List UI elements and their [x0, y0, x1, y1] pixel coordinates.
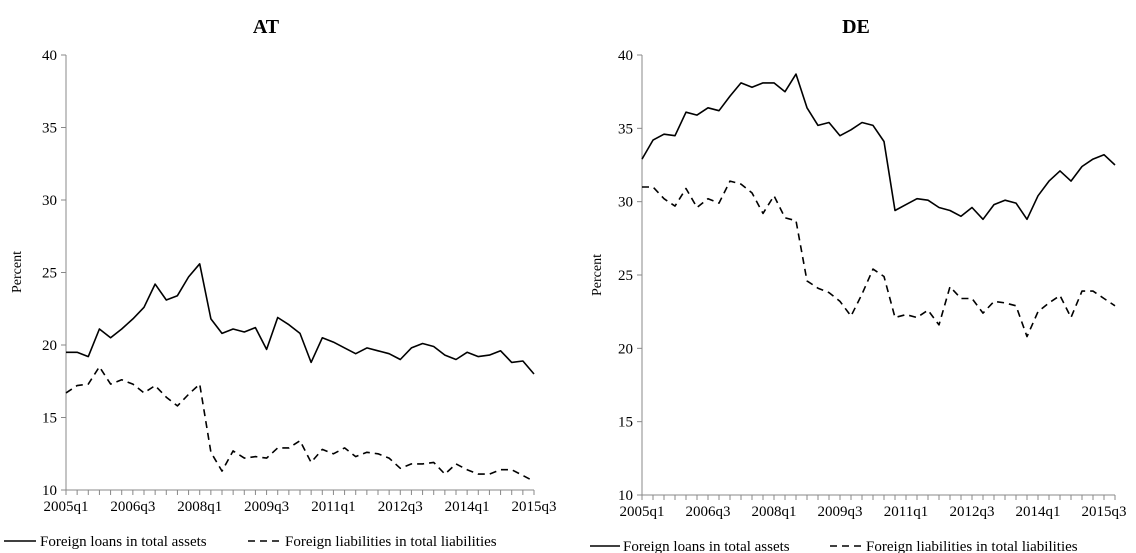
x-tick-label: 2015q3	[1082, 504, 1127, 520]
x-tick-label: 2009q3	[244, 499, 289, 515]
series-line-foreign-loans	[66, 262, 535, 375]
y-ticks: 10 15 20 25 30 35 40	[42, 48, 66, 499]
x-tick-label: 2015q3	[512, 499, 557, 515]
y-tick-label: 15	[42, 411, 57, 427]
y-tick-label: 30	[618, 195, 633, 211]
y-ticks: 10 15 20 25 30 35 40	[618, 48, 642, 504]
legend-label: Foreign liabilities in total liabilities	[866, 539, 1078, 553]
x-tick-label: 2012q3	[378, 499, 423, 515]
axes	[641, 55, 1115, 496]
axes	[65, 55, 534, 491]
y-tick-label: 15	[618, 415, 633, 431]
series-lines	[65, 262, 535, 483]
x-tick-label: 2006q3	[110, 499, 155, 515]
legend-label: Foreign loans in total assets	[623, 539, 790, 553]
x-tick-label: 2005q1	[620, 504, 665, 520]
chart-title: DE	[842, 16, 870, 38]
y-tick-label: 25	[42, 266, 57, 282]
y-tick-label: 10	[42, 483, 57, 499]
y-tick-label: 25	[618, 268, 633, 284]
legend: Foreign loans in total assets Foreign li…	[4, 534, 497, 550]
x-tick-label: 2006q3	[686, 504, 731, 520]
x-ticks: 2005q1 2006q3 2008q1 2009q3 2011q1 2012q3 2014…	[44, 490, 557, 515]
x-tick-label: 2011q1	[884, 504, 928, 520]
y-tick-label: 40	[618, 48, 633, 64]
x-tick-label: 2012q3	[950, 504, 995, 520]
y-tick-label: 35	[42, 121, 57, 137]
x-tick-label: 2011q1	[311, 499, 355, 515]
legend-label: Foreign liabilities in total liabilities	[285, 534, 497, 550]
y-tick-label: 35	[618, 121, 633, 137]
x-tick-label: 2008q1	[177, 499, 222, 515]
y-tick-label: 20	[42, 338, 57, 354]
y-tick-label: 10	[618, 488, 633, 504]
x-tick-label: 2005q1	[44, 499, 89, 515]
x-tick-label: 2008q1	[752, 504, 797, 520]
y-axis-label: Percent	[590, 254, 605, 296]
series-line-foreign-liabilities	[642, 180, 1116, 338]
legend-label: Foreign loans in total assets	[40, 534, 207, 550]
x-tick-label: 2014q1	[1016, 504, 1061, 520]
legend: Foreign loans in total assets Foreign li…	[590, 539, 1078, 553]
x-ticks: 2005q1 2006q3 2008q1 2009q3 2011q1 2012q3 2014…	[620, 495, 1127, 520]
y-tick-label: 40	[42, 48, 57, 64]
y-tick-label: 20	[618, 341, 633, 357]
x-tick-label: 2009q3	[818, 504, 863, 520]
x-tick-label: 2014q1	[445, 499, 490, 515]
series-lines	[641, 73, 1116, 338]
chart-title: AT	[253, 16, 280, 38]
series-line-foreign-liabilities	[65, 365, 535, 483]
y-axis-label: Percent	[10, 251, 25, 293]
series-line-foreign-loans	[641, 73, 1116, 221]
y-tick-label: 30	[42, 193, 57, 209]
